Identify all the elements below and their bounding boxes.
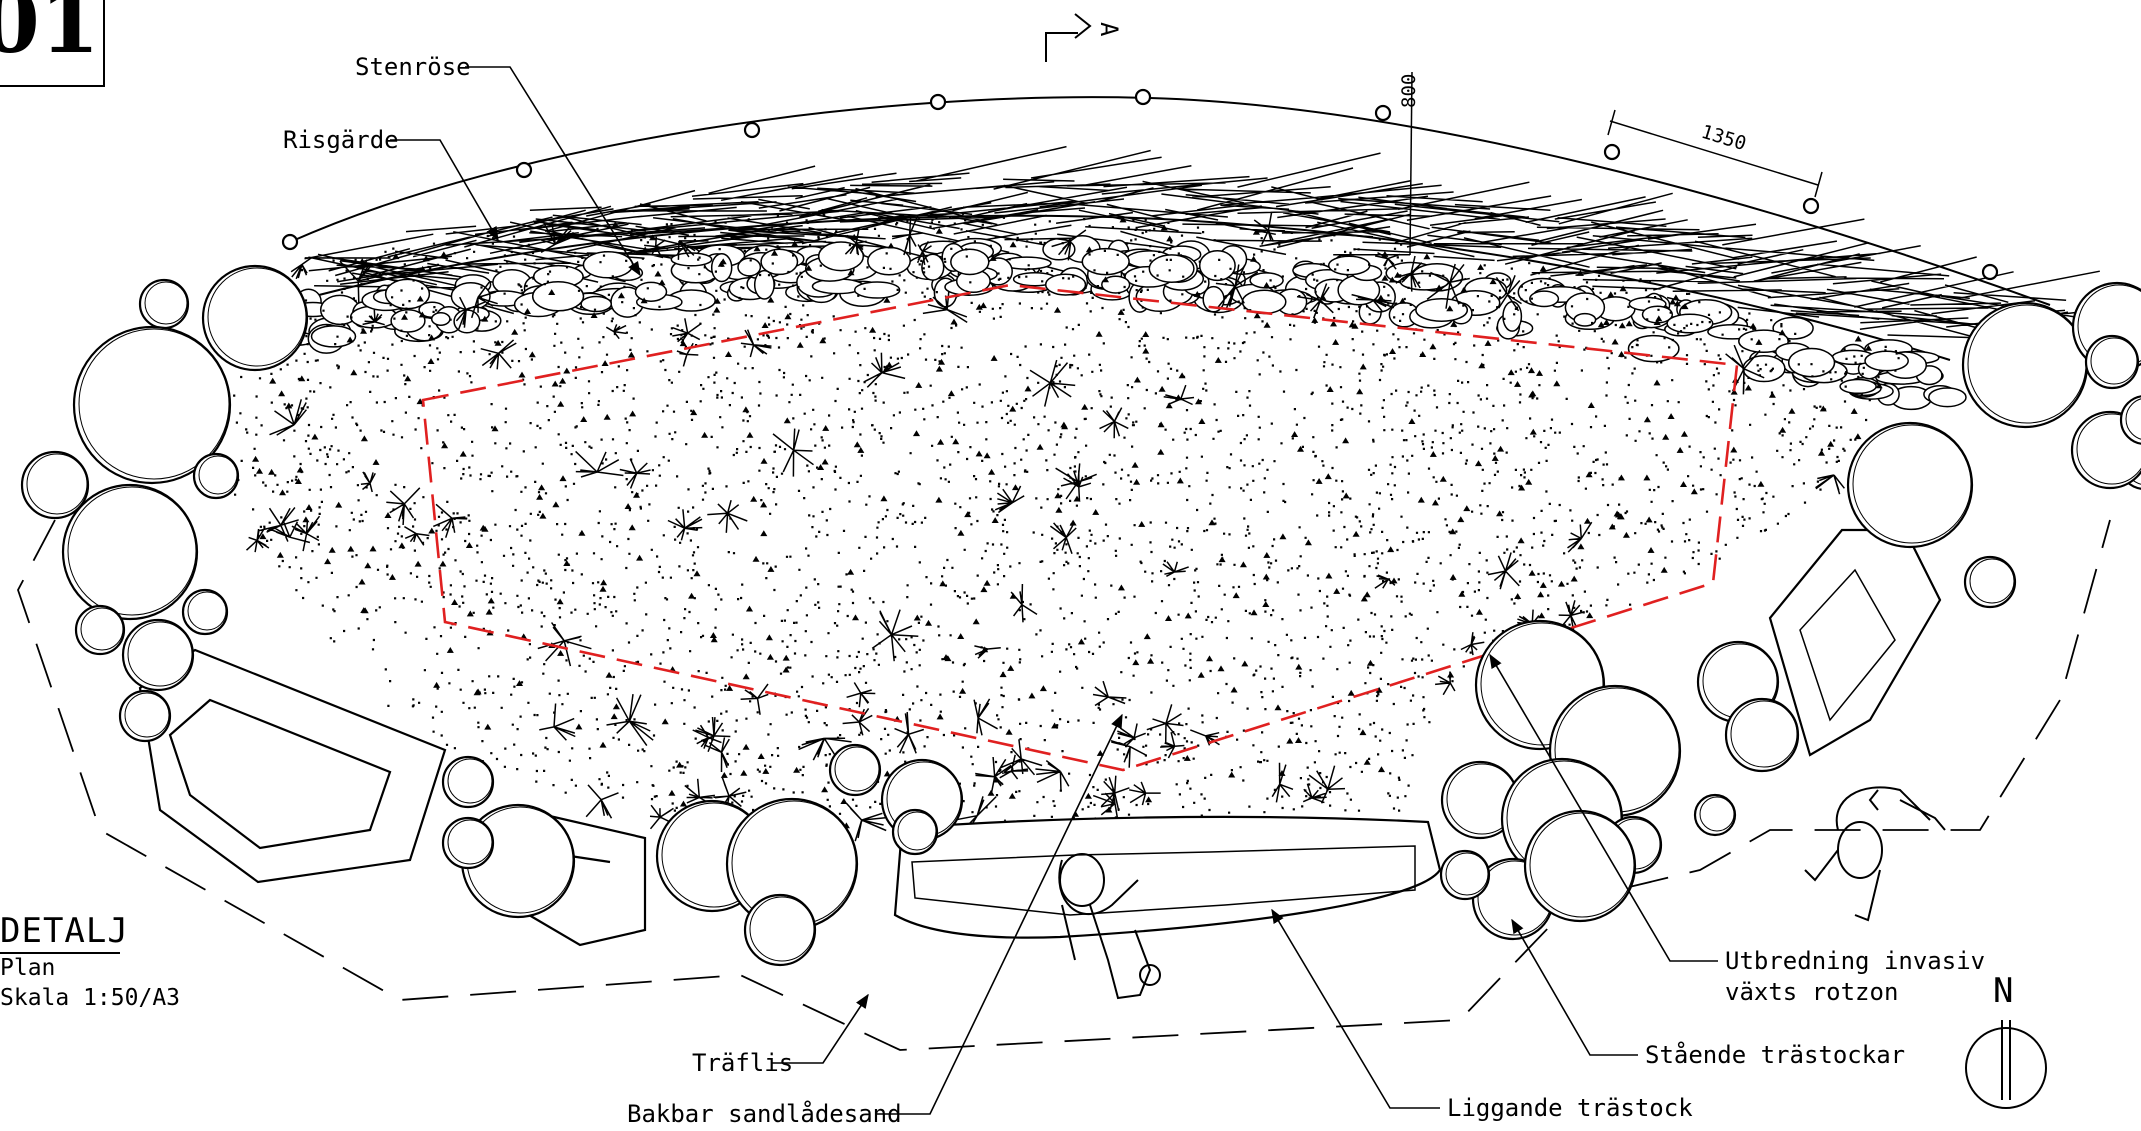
person-figure-left [1058, 853, 1161, 1000]
lying-logs [138, 528, 1942, 947]
liggande-trastock-shape [893, 815, 1442, 939]
detail-title: DETALJ [0, 911, 129, 951]
section-marker-label: A [1095, 22, 1123, 37]
svg-text:800: 800 [1398, 74, 1420, 108]
svg-text:Liggande trästock: Liggande trästock [1447, 1094, 1693, 1122]
section-marker: A [1045, 13, 1123, 62]
traflis-boundary [17, 519, 2111, 1051]
label-risgarde: Risgärde [283, 126, 499, 242]
svg-text:Risgärde: Risgärde [283, 126, 399, 154]
label-liggande-trastock: Liggande trästock [1271, 908, 1693, 1122]
svg-text:Bakbar sandlådesand: Bakbar sandlådesand [627, 1099, 902, 1128]
label-stenrose: Stenröse [355, 53, 641, 277]
fence-posts [281, 88, 1999, 281]
scale-label: Skala 1:50/A3 [0, 985, 180, 1011]
svg-text:Utbredning invasiv: Utbredning invasiv [1725, 947, 1985, 975]
label-bakbar-sand: Bakbar sandlådesand [627, 713, 1123, 1128]
svg-text:Träflis: Träflis [692, 1049, 793, 1077]
person-figure-right [1804, 786, 1946, 922]
detail-number-box: 01 [0, 0, 105, 87]
rotzon-boundary [421, 283, 1739, 772]
dimension-800: 800 [1398, 71, 1420, 256]
risgarde-brush-fence [281, 88, 2141, 364]
label-utbredning: Utbredning invasiv växts rotzon [1489, 653, 1985, 1006]
svg-text:växts rotzon: växts rotzon [1725, 978, 1898, 1006]
standing-logs [20, 264, 2141, 967]
detail-number: 01 [0, 0, 100, 73]
north-label: N [1993, 971, 2014, 1011]
label-traflis: Träflis [692, 993, 869, 1077]
svg-text:Stenröse: Stenröse [355, 53, 471, 81]
north-arrow: N [1965, 971, 2047, 1109]
dimension-1350: 1350 [1607, 109, 1823, 198]
view-label: Plan [0, 955, 55, 981]
label-staende-trastockar: Stående trästockar [1511, 918, 1905, 1069]
svg-text:Stående trästockar: Stående trästockar [1645, 1040, 1905, 1069]
title-block: DETALJ Plan Skala 1:50/A3 [0, 911, 180, 1011]
